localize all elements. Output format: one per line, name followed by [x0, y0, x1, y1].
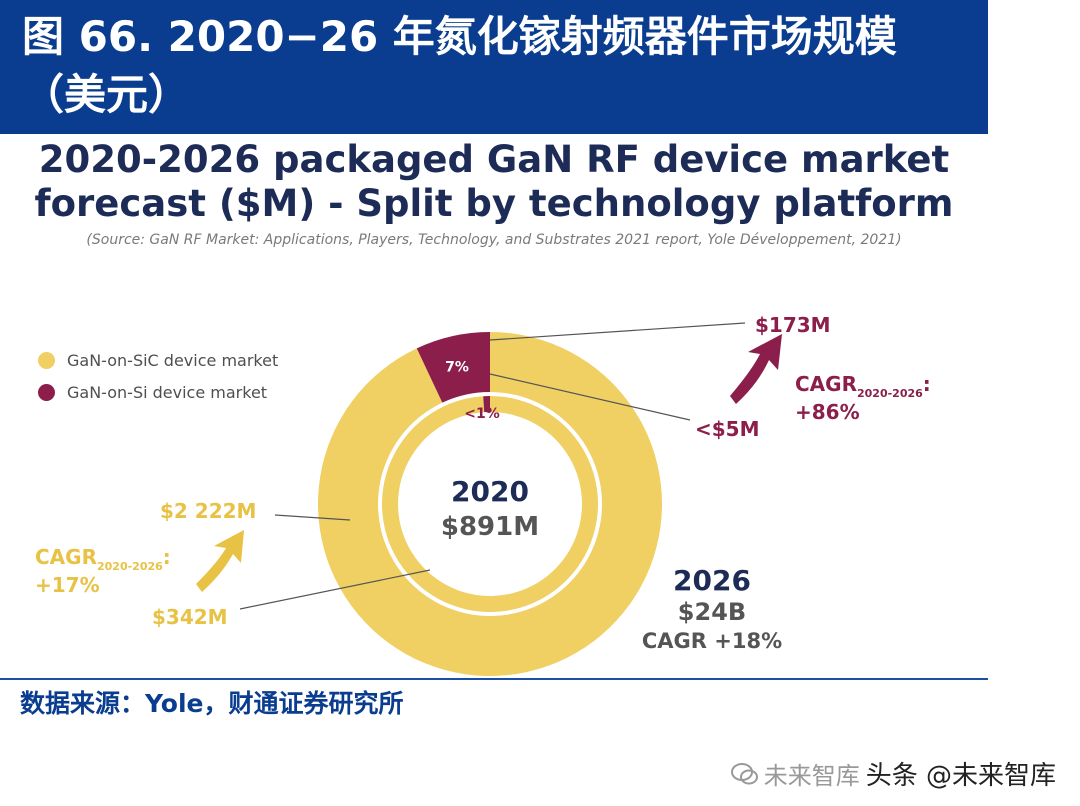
- legend: GaN-on-SiC device market GaN-on-Si devic…: [38, 344, 278, 408]
- legend-swatch-sic: [38, 351, 55, 369]
- cagr-si-line1: CAGR2020-2026:: [795, 372, 931, 400]
- watermark-text: 头条 @未来智库: [865, 761, 1056, 791]
- donut-slice-2026-si: [416, 332, 490, 403]
- leader-line-342m: [239, 569, 431, 610]
- leader-line-173m: [489, 322, 746, 341]
- data-label-2020-sic-value: $342M: [152, 605, 228, 629]
- donut-slice-2026-sic: [317, 332, 662, 676]
- ring-separator: [378, 392, 602, 616]
- watermark-logo-text: 未来智库: [763, 762, 860, 790]
- chart-source-note: (Source: GaN RF Market: Applications, Pl…: [86, 232, 902, 248]
- cagr-si-value: +86%: [795, 400, 860, 424]
- total-2026-label: $24B: [678, 598, 746, 626]
- donut-slice-2020-si: [483, 396, 490, 413]
- arrow-sic-icon: [196, 530, 244, 592]
- data-label-2026-sic-value: $2 222M: [160, 499, 256, 523]
- legend-label-si: GaN-on-Si device market: [67, 382, 268, 402]
- leader-line-5m: [489, 373, 691, 421]
- chart-title: 2020-2026 packaged GaN RF device market …: [34, 138, 954, 225]
- arrow-si-icon: [730, 334, 782, 404]
- legend-item-si: GaN-on-Si device market: [38, 376, 278, 408]
- leader-line-2222m: [274, 514, 351, 521]
- data-label-2026-si-value: $173M: [755, 313, 831, 337]
- footer-divider: [0, 678, 988, 680]
- data-label-2020-si-value: <$5M: [695, 417, 760, 441]
- legend-swatch-si: [38, 383, 55, 401]
- center-year-label: 2020: [451, 475, 529, 508]
- legend-item-sic: GaN-on-SiC device market: [38, 344, 278, 376]
- cagr-2026-label: CAGR +18%: [642, 629, 782, 653]
- legend-label-sic: GaN-on-SiC device market: [67, 350, 279, 370]
- chart-area: 2020-2026 packaged GaN RF device market …: [0, 134, 988, 678]
- footer-source: 数据来源：Yole，财通证券研究所: [20, 689, 404, 718]
- year-2026-label: 2026: [673, 564, 751, 597]
- data-label-2026-si-share: 7%: [445, 359, 469, 375]
- header-banner: 图 66. 2020−26 年氮化镓射频器件市场规模（美元）: [0, 0, 988, 134]
- figure-title: 图 66. 2020−26 年氮化镓射频器件市场规模（美元）: [22, 12, 897, 119]
- wechat-icon: [730, 762, 758, 784]
- cagr-sic-line1: CAGR2020-2026:: [35, 545, 171, 573]
- donut-chart: 7% <1% 2020 $891M $173M <$5M $2 222M $342M 2026$…: [35, 313, 931, 676]
- center-total-label: $891M: [441, 512, 539, 542]
- data-label-2020-si-share: <1%: [464, 406, 500, 422]
- watermark: 未来智库 头条 @未来智库: [730, 755, 1056, 792]
- cagr-sic-value: +17%: [35, 573, 100, 597]
